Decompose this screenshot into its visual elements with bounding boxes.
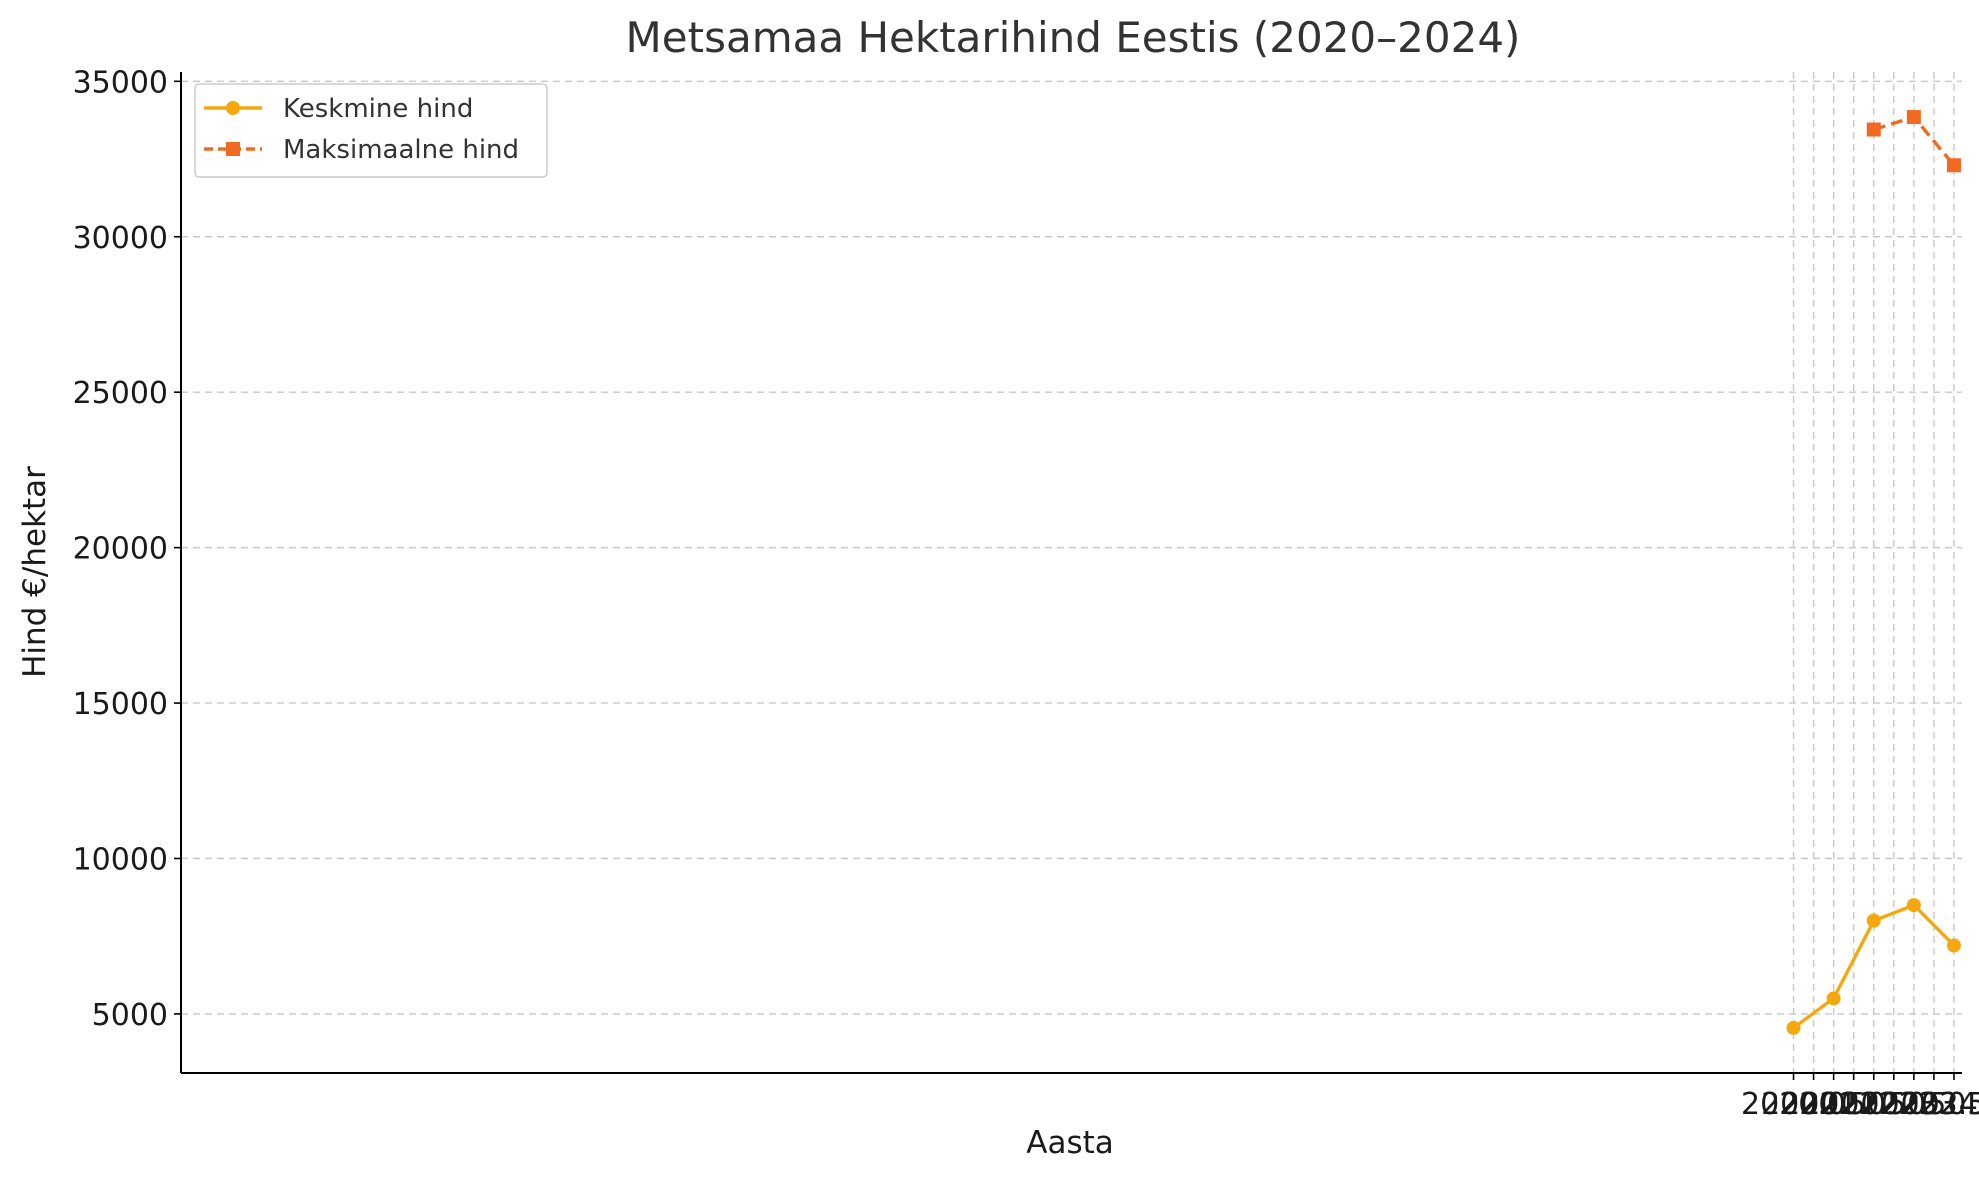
data-point bbox=[1866, 913, 1881, 928]
series-maksimaalne-hind bbox=[1866, 110, 1961, 173]
data-point bbox=[1946, 938, 1961, 953]
x-tick-label: 2023.5 bbox=[1881, 1087, 1979, 1122]
ticks: 2020.02020.52021.02021.52022.02022.52023… bbox=[73, 65, 1979, 1122]
x-tick-label: 2022.5 bbox=[1841, 1087, 1946, 1122]
legend-marker bbox=[226, 101, 240, 115]
y-tick-label: 5000 bbox=[92, 998, 168, 1033]
x-tick-label: 2021.5 bbox=[1801, 1087, 1906, 1122]
legend-label: Keskmine hind bbox=[283, 94, 473, 124]
legend: Keskmine hind Maksimaalne hind bbox=[194, 83, 548, 178]
data-point bbox=[1826, 991, 1841, 1006]
legend-item: Keskmine hind bbox=[204, 94, 473, 124]
y-tick-label: 25000 bbox=[73, 376, 168, 411]
x-tick-label: 2020.5 bbox=[1761, 1087, 1866, 1122]
data-point bbox=[1866, 122, 1881, 137]
y-tick-label: 30000 bbox=[73, 221, 168, 256]
x-axis-label: Aasta bbox=[1026, 1125, 1114, 1161]
grid bbox=[181, 72, 1962, 1073]
x-tick-label: 2020.0 bbox=[1741, 1087, 1846, 1122]
legend-item: Maksimaalne hind bbox=[204, 135, 519, 165]
legend-marker bbox=[226, 142, 240, 156]
y-axis-label: Hind €/hektar bbox=[17, 466, 53, 678]
x-tick-label: 2022.0 bbox=[1821, 1087, 1926, 1122]
x-tick-label: 2021.0 bbox=[1781, 1087, 1886, 1122]
chart-title: Metsamaa Hektarihind Eestis (2020–2024) bbox=[626, 13, 1521, 62]
data-point bbox=[1906, 110, 1921, 125]
legend-items: Keskmine hind Maksimaalne hind bbox=[204, 94, 519, 165]
x-tick-label: 2024.0 bbox=[1901, 1087, 1979, 1122]
axes bbox=[180, 72, 1962, 1074]
y-tick-label: 20000 bbox=[73, 532, 168, 567]
x-tick-label: 2023.0 bbox=[1861, 1087, 1966, 1122]
data-point bbox=[1786, 1020, 1801, 1035]
y-tick-label: 15000 bbox=[73, 687, 168, 722]
data-point bbox=[1946, 158, 1961, 173]
data-point bbox=[1906, 898, 1921, 913]
series-layer bbox=[1786, 110, 1961, 1035]
legend-label: Maksimaalne hind bbox=[283, 135, 519, 165]
legend-frame bbox=[194, 83, 548, 178]
series-keskmine-hind bbox=[1786, 898, 1961, 1035]
y-tick-label: 10000 bbox=[73, 843, 168, 878]
y-tick-label: 35000 bbox=[73, 65, 168, 100]
